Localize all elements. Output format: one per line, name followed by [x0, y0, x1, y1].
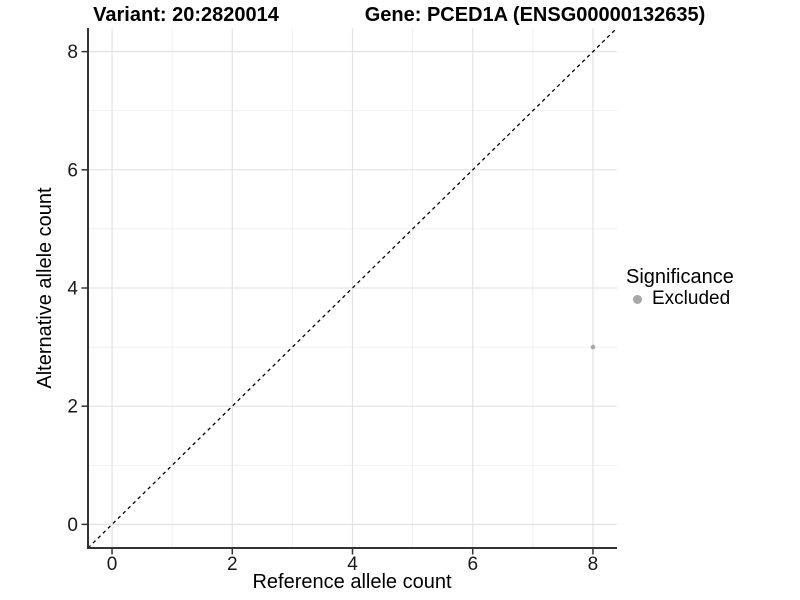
data-point — [590, 344, 596, 350]
y-tick-label: 6 — [67, 160, 78, 181]
y-axis-title: Alternative allele count — [34, 187, 56, 389]
identity-line — [87, 27, 618, 549]
x-axis-title: Reference allele count — [252, 571, 452, 593]
y-tick-label: 8 — [67, 42, 78, 63]
x-tick-label: 8 — [588, 554, 599, 575]
y-tick-label: 2 — [67, 397, 78, 418]
excluded-point-icon — [633, 294, 642, 304]
x-tick-label: 4 — [347, 554, 358, 575]
legend-entry-label: Excluded — [652, 288, 731, 309]
x-tick-label: 0 — [107, 554, 118, 575]
y-tick-label: 0 — [67, 515, 78, 536]
y-tick-label: 4 — [67, 279, 78, 300]
variant-title: Variant: 20:2820014 — [93, 4, 279, 26]
x-tick-label: 2 — [227, 554, 238, 575]
gene-title: Gene: PCED1A (ENSG00000132635) — [364, 4, 706, 26]
legend-entry: Excluded — [626, 288, 734, 310]
x-tick-label: 6 — [467, 554, 478, 575]
legend: Significance Excluded — [626, 266, 734, 310]
legend-title: Significance — [626, 266, 734, 288]
